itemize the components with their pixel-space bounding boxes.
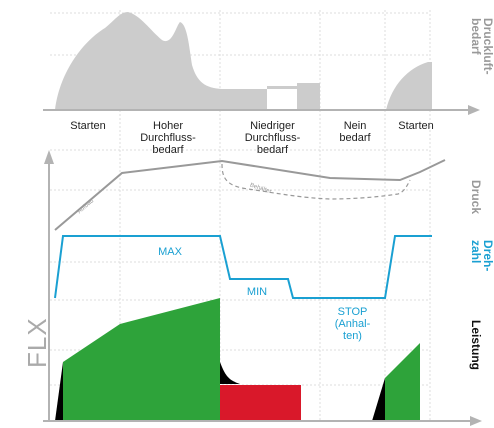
phase-label-start: Starten [70, 120, 106, 132]
power-black-restart [372, 378, 385, 421]
pressure-tank-dashed [221, 163, 411, 200]
power-green-main [63, 298, 220, 421]
demand-block [297, 83, 320, 110]
vertical-axis-arrow [44, 150, 54, 164]
row-label-speed: Dreh- zahl [469, 240, 494, 272]
row-label-demand: Druckluft- bedarf [469, 18, 494, 75]
speed-stop-label: STOP (Anhal- ten) [334, 306, 371, 342]
phase-label-high-demand: Hoher Durchfluss- bedarf [140, 120, 196, 156]
behalter-label: Behälter [249, 183, 272, 196]
pressure-line [54, 159, 446, 231]
demand-area [55, 12, 267, 110]
power-black-start [55, 362, 63, 421]
row-label-pressure: Druck [469, 180, 483, 215]
demand-axis-arrow [468, 105, 480, 115]
power-red-block [220, 385, 301, 421]
demand-area-restart [386, 62, 432, 110]
power-green-restart [385, 343, 420, 421]
aufbau-label: Aufbau [77, 198, 95, 215]
time-axis-arrow [470, 416, 482, 426]
speed-line [54, 235, 432, 299]
row-label-power: Leistung [469, 320, 483, 370]
speed-max-label: MAX [158, 246, 182, 258]
brand-flx-logo: FLX [22, 317, 52, 368]
phase-label-low-demand: Niedriger Durchfluss- bedarf [244, 120, 301, 156]
demand-low-bump [267, 86, 297, 89]
phase-label-no-demand: Nein bedarf [339, 120, 371, 144]
power-black-decay [220, 362, 240, 384]
speed-min-label: MIN [246, 286, 268, 298]
phase-label-restart: Starten [398, 120, 434, 132]
